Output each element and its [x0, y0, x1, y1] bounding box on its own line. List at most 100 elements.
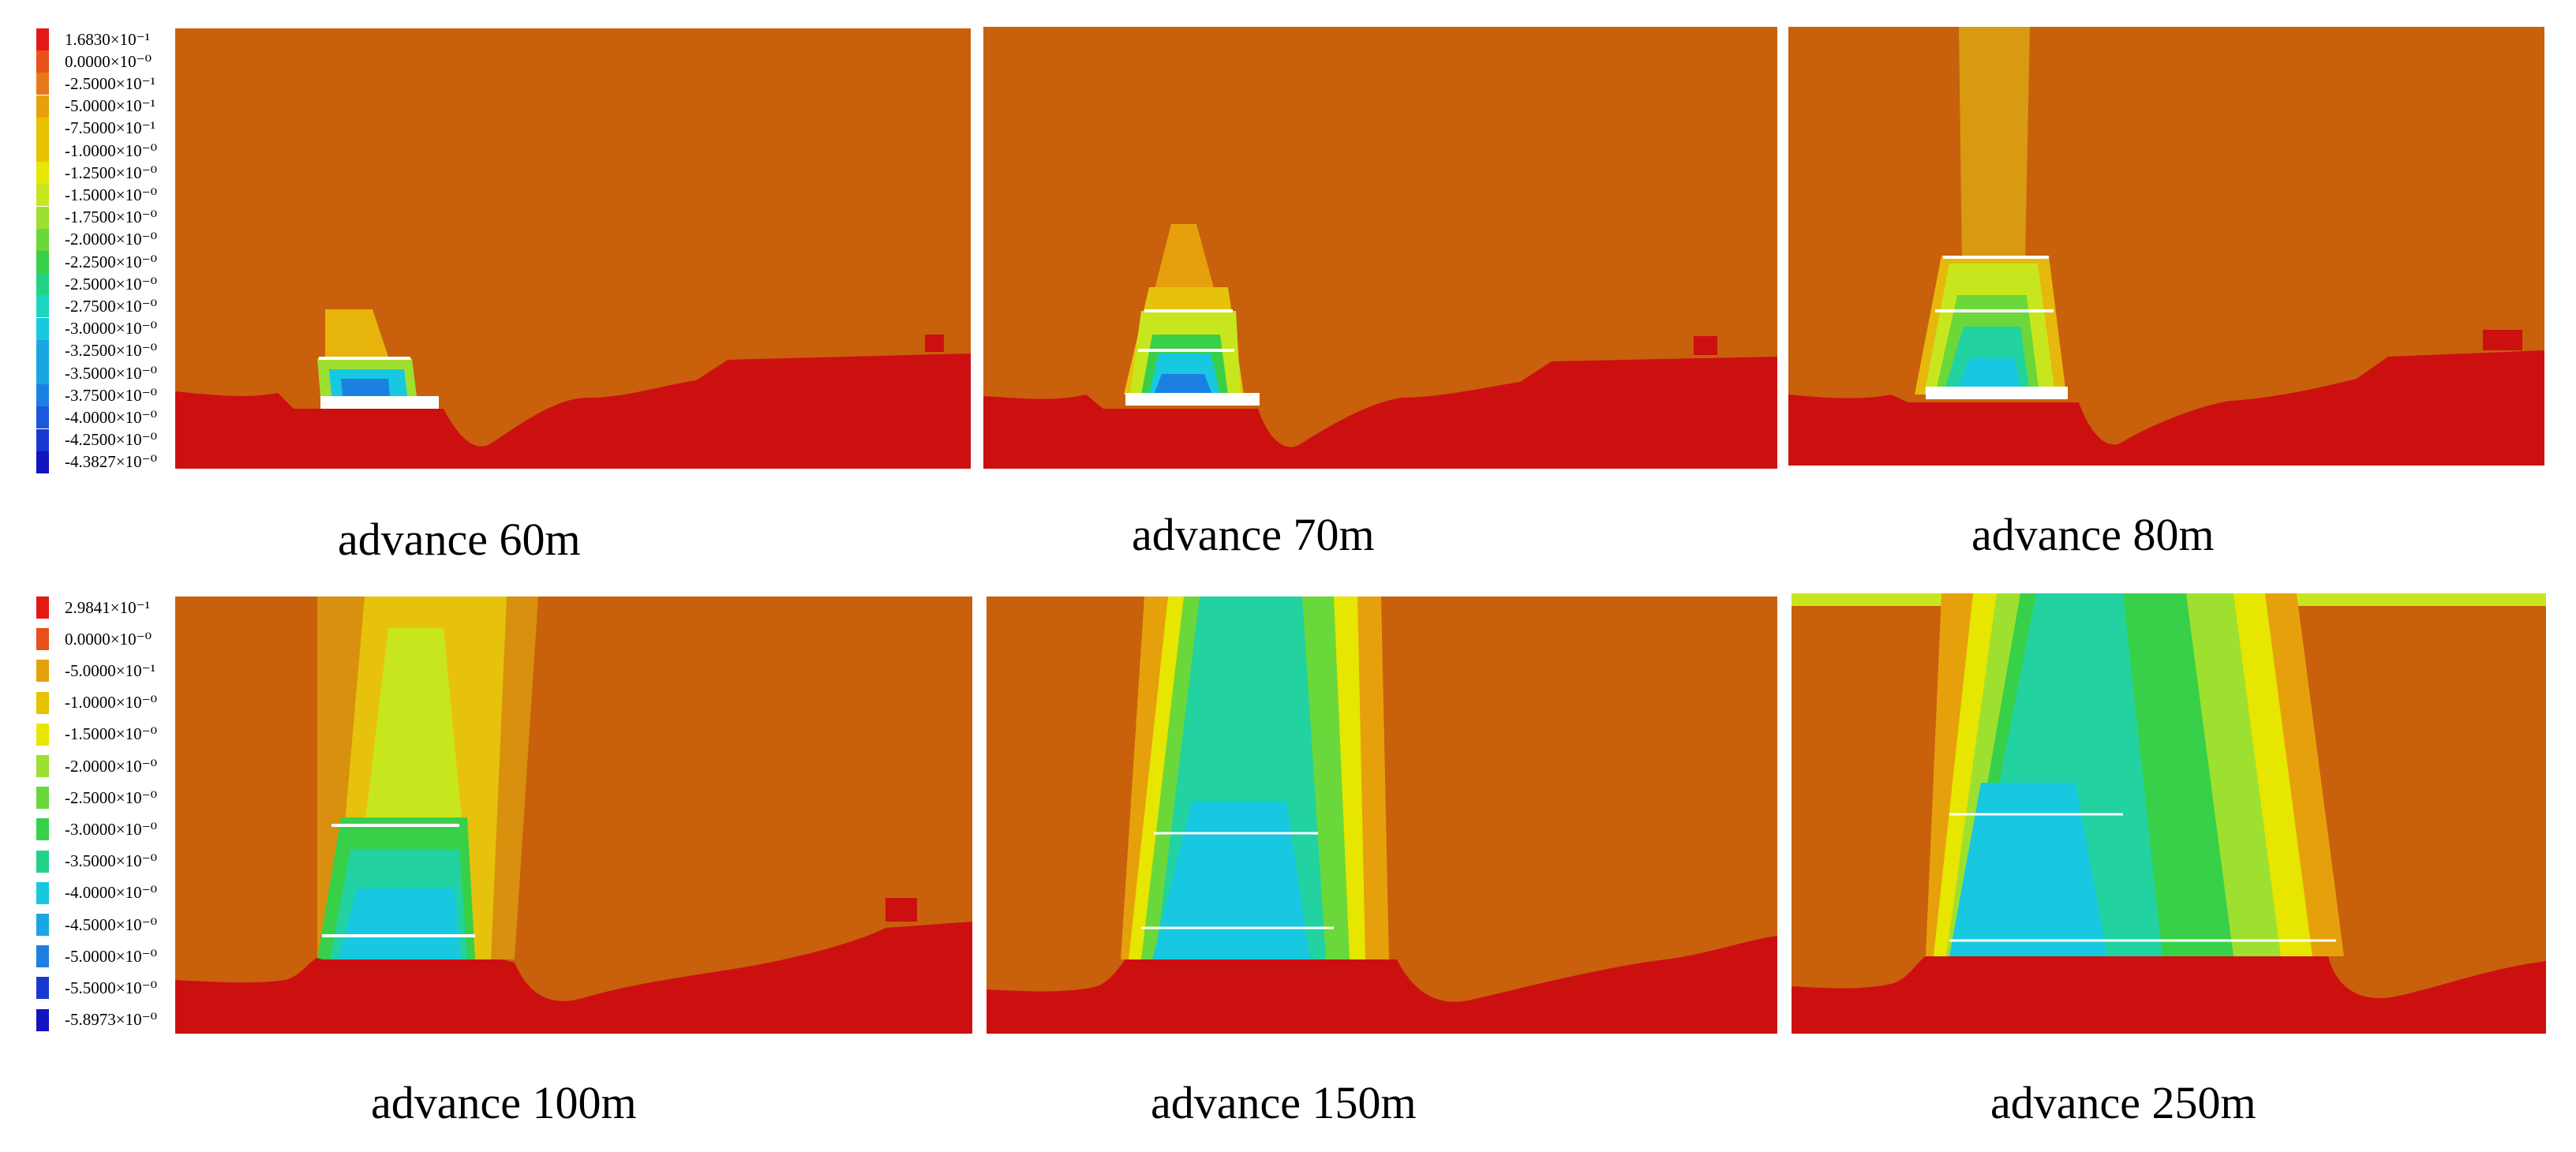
contour-plot-100m — [175, 597, 972, 1034]
contour-plot-70m — [983, 27, 1777, 469]
legend-swatch — [36, 251, 49, 273]
caption-advance-150m: advance 150m — [1151, 1077, 1417, 1128]
legend-entry: -4.5000×10⁻⁰ — [36, 914, 157, 936]
legend-label: -1.0000×10⁻⁰ — [65, 140, 158, 160]
legend-swatch — [36, 184, 49, 207]
legend-label: -5.5000×10⁻⁰ — [65, 978, 158, 997]
legend-label: -2.2500×10⁻⁰ — [65, 252, 158, 271]
legend-swatch — [36, 406, 49, 429]
legend-swatch — [36, 206, 49, 229]
legend-swatch — [36, 914, 49, 936]
legend-label: -4.2500×10⁻⁰ — [65, 430, 158, 450]
legend-label: -3.0000×10⁻⁰ — [65, 819, 158, 839]
contour-plot-80m — [1788, 27, 2544, 466]
legend-swatch — [36, 881, 49, 904]
legend-swatch — [36, 140, 49, 162]
legend-entry: -1.7500×10⁻⁰ — [36, 206, 158, 229]
legend-entry: 1.6830×10⁻¹ — [36, 28, 150, 50]
legend-label: -3.2500×10⁻⁰ — [65, 341, 158, 361]
legend-entry: -3.0000×10⁻⁰ — [36, 317, 158, 340]
caption-advance-100m: advance 100m — [371, 1077, 637, 1128]
legend-label: -1.7500×10⁻⁰ — [65, 208, 158, 227]
legend-entry: -7.5000×10⁻¹ — [36, 117, 155, 140]
legend-entry: -2.5000×10⁻⁰ — [36, 787, 158, 810]
legend-label: -3.5000×10⁻⁰ — [65, 363, 158, 383]
legend-label: -1.0000×10⁻⁰ — [65, 693, 158, 713]
panel-advance-80m — [1788, 27, 2544, 466]
contour-plot-250m — [1792, 593, 2546, 1034]
legend-entry: -3.2500×10⁻⁰ — [36, 339, 158, 362]
legend-entry: -4.0000×10⁻⁰ — [36, 881, 158, 904]
legend-swatch — [36, 451, 49, 473]
legend-entry: -1.5000×10⁻⁰ — [36, 184, 158, 207]
legend-entry: -5.0000×10⁻⁰ — [36, 945, 158, 968]
legend-swatch — [36, 628, 49, 651]
legend-swatch — [36, 28, 49, 50]
legend-entry: -1.0000×10⁻⁰ — [36, 140, 157, 162]
legend-label: -4.5000×10⁻⁰ — [65, 914, 158, 934]
legend-label: -2.5000×10⁻¹ — [65, 73, 155, 93]
legend-swatch — [36, 945, 49, 968]
panel-advance-250m — [1792, 593, 2546, 1034]
legend-swatch — [36, 162, 49, 185]
legend-entry: -3.5000×10⁻⁰ — [36, 850, 158, 873]
legend-swatch — [36, 1008, 49, 1031]
legend-entry: -2.0000×10⁻⁰ — [36, 228, 157, 251]
legend-label: -7.5000×10⁻¹ — [65, 118, 155, 138]
legend-label: -3.0000×10⁻⁰ — [65, 319, 158, 338]
legend-swatch — [36, 117, 49, 140]
legend-swatch — [36, 50, 49, 73]
legend-label: 1.6830×10⁻¹ — [65, 29, 150, 49]
panel-advance-150m — [987, 597, 1777, 1034]
legend-swatch — [36, 597, 49, 619]
legend-entry: -3.5000×10⁻⁰ — [36, 362, 157, 384]
legend-swatch — [36, 755, 49, 777]
contour-plot-150m — [987, 597, 1777, 1034]
legend-entry: -5.5000×10⁻⁰ — [36, 977, 158, 1000]
legend-label: -4.0000×10⁻⁰ — [65, 883, 158, 903]
legend-swatch — [36, 273, 49, 296]
legend-entry: -4.3827×10⁻⁰ — [36, 451, 157, 473]
legend-entry: -1.5000×10⁻⁰ — [36, 723, 158, 746]
caption-advance-60m: advance 60m — [338, 514, 581, 565]
legend-swatch — [36, 691, 49, 714]
legend-swatch — [36, 977, 49, 1000]
caption-advance-70m: advance 70m — [1132, 509, 1375, 560]
legend-swatch — [36, 660, 49, 683]
legend-label: -2.5000×10⁻⁰ — [65, 787, 158, 807]
legend-label: -4.3827×10⁻⁰ — [65, 452, 158, 472]
legend-label: -2.0000×10⁻⁰ — [65, 756, 158, 776]
legend-label: -3.5000×10⁻⁰ — [65, 851, 158, 871]
legend-entry: -3.0000×10⁻⁰ — [36, 818, 158, 841]
legend-label: -2.7500×10⁻⁰ — [65, 296, 158, 316]
legend-label: 0.0000×10⁻⁰ — [65, 51, 152, 71]
legend-label: -5.0000×10⁻⁰ — [65, 946, 158, 966]
legend-entry: 0.0000×10⁻⁰ — [36, 50, 152, 73]
legend-swatch — [36, 95, 49, 118]
legend-label: 2.9841×10⁻¹ — [65, 597, 150, 617]
legend-swatch — [36, 228, 49, 251]
contour-plot-60m — [175, 28, 971, 469]
legend-entry: -2.5000×10⁻⁰ — [36, 273, 158, 296]
panel-advance-70m — [983, 27, 1777, 469]
legend-label: -5.0000×10⁻¹ — [65, 660, 155, 680]
legend-label: -1.5000×10⁻⁰ — [65, 185, 158, 204]
legend-entry: -2.7500×10⁻⁰ — [36, 295, 158, 318]
legend-swatch — [36, 384, 49, 407]
legend-entry: -5.0000×10⁻¹ — [36, 660, 155, 683]
legend-entry: -5.0000×10⁻¹ — [36, 95, 155, 118]
legend-swatch — [36, 362, 49, 384]
legend-entry: -5.8973×10⁻⁰ — [36, 1008, 158, 1031]
legend-entry: -4.0000×10⁻⁰ — [36, 406, 157, 429]
legend-swatch — [36, 850, 49, 873]
legend-entry: 2.9841×10⁻¹ — [36, 597, 150, 619]
legend-label: -1.5000×10⁻⁰ — [65, 724, 158, 744]
legend-swatch — [36, 818, 49, 841]
legend-swatch — [36, 339, 49, 362]
legend-label: -5.8973×10⁻⁰ — [65, 1010, 158, 1030]
legend-label: 0.0000×10⁻⁰ — [65, 629, 152, 649]
legend-swatch — [36, 295, 49, 318]
legend-label: -2.5000×10⁻⁰ — [65, 274, 158, 294]
legend-entry: -2.0000×10⁻⁰ — [36, 755, 157, 777]
